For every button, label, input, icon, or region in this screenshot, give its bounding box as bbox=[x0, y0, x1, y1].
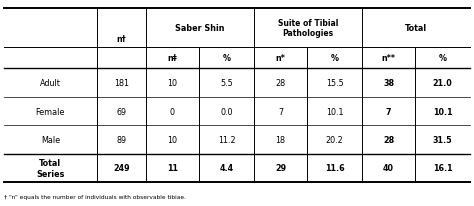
Text: 21.0: 21.0 bbox=[433, 79, 453, 88]
Text: n†: n† bbox=[117, 35, 127, 44]
Text: 11: 11 bbox=[167, 164, 178, 173]
Text: Total
Series: Total Series bbox=[36, 158, 64, 178]
Text: 0.0: 0.0 bbox=[220, 107, 233, 116]
Text: Suite of Tibial
Pathologies: Suite of Tibial Pathologies bbox=[278, 19, 338, 38]
Text: %: % bbox=[438, 54, 447, 63]
Text: 20.2: 20.2 bbox=[326, 135, 344, 144]
Text: 40: 40 bbox=[383, 164, 394, 173]
Text: 29: 29 bbox=[275, 164, 286, 173]
Text: 38: 38 bbox=[383, 79, 394, 88]
Text: n‡: n‡ bbox=[167, 54, 177, 63]
Text: 31.5: 31.5 bbox=[433, 135, 452, 144]
Text: 0: 0 bbox=[170, 107, 175, 116]
Text: Female: Female bbox=[36, 107, 65, 116]
Text: 10: 10 bbox=[167, 79, 177, 88]
Text: 28: 28 bbox=[275, 79, 285, 88]
Text: %: % bbox=[222, 54, 230, 63]
Text: n**: n** bbox=[382, 54, 396, 63]
Text: 11.2: 11.2 bbox=[218, 135, 235, 144]
Text: 5.5: 5.5 bbox=[220, 79, 233, 88]
Text: 89: 89 bbox=[117, 135, 127, 144]
Text: 7: 7 bbox=[386, 107, 392, 116]
Text: Total: Total bbox=[405, 24, 427, 33]
Text: 10: 10 bbox=[167, 135, 177, 144]
Text: 28: 28 bbox=[383, 135, 394, 144]
Text: 11.6: 11.6 bbox=[325, 164, 344, 173]
Text: Saber Shin: Saber Shin bbox=[175, 24, 225, 33]
Text: 15.5: 15.5 bbox=[326, 79, 344, 88]
Text: 18: 18 bbox=[275, 135, 285, 144]
Text: %: % bbox=[330, 54, 338, 63]
Text: 249: 249 bbox=[113, 164, 130, 173]
Text: Male: Male bbox=[41, 135, 60, 144]
Text: 4.4: 4.4 bbox=[219, 164, 234, 173]
Text: † “n” equals the number of individuals with observable tibiae.: † “n” equals the number of individuals w… bbox=[4, 194, 186, 199]
Text: 10.1: 10.1 bbox=[433, 107, 452, 116]
Text: 181: 181 bbox=[114, 79, 129, 88]
Text: n*: n* bbox=[275, 54, 285, 63]
Text: 10.1: 10.1 bbox=[326, 107, 343, 116]
Text: Adult: Adult bbox=[40, 79, 61, 88]
Text: 7: 7 bbox=[278, 107, 283, 116]
Text: 16.1: 16.1 bbox=[433, 164, 452, 173]
Text: 69: 69 bbox=[117, 107, 127, 116]
